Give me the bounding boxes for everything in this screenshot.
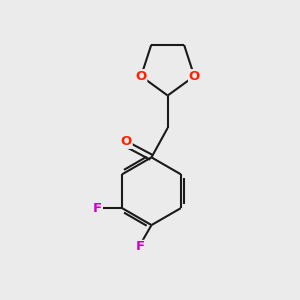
- Text: F: F: [93, 202, 102, 215]
- Text: O: O: [121, 135, 132, 148]
- Text: O: O: [189, 70, 200, 83]
- Text: O: O: [135, 70, 147, 83]
- Text: F: F: [136, 241, 145, 254]
